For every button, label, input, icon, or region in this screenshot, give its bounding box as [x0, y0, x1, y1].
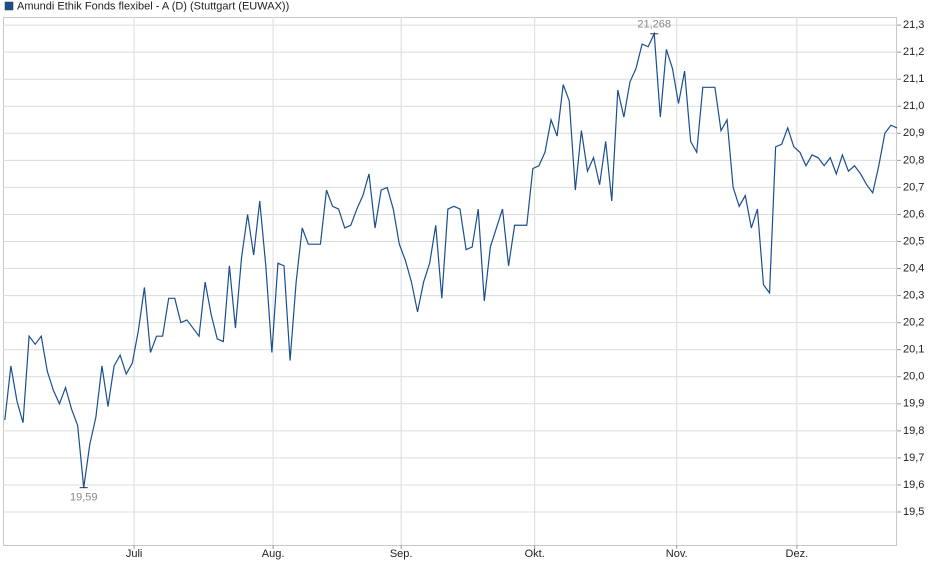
plot-frame	[3, 17, 897, 546]
data-label: 21,268	[637, 19, 671, 31]
y-tick-label: 21,0	[903, 100, 924, 112]
y-tick-label: 20,8	[903, 154, 924, 166]
y-tick-label: 20,6	[903, 208, 924, 220]
y-tick-label: 20,9	[903, 127, 924, 139]
y-tick-label: 21,1	[903, 73, 924, 85]
data-label: 19,59	[70, 492, 98, 504]
y-tick-label: 19,7	[903, 452, 924, 464]
legend-swatch	[4, 1, 14, 11]
x-tick-label: Okt.	[525, 548, 545, 560]
y-tick-label: 20,4	[903, 262, 924, 274]
y-tick-label: 20,2	[903, 317, 924, 329]
x-tick-label: Aug.	[262, 548, 285, 560]
y-tick-label: 19,8	[903, 425, 924, 437]
y-tick-label: 20,7	[903, 181, 924, 193]
y-tick-label: 19,6	[903, 479, 924, 491]
y-tick-label: 20,0	[903, 371, 924, 383]
x-tick-label: Nov.	[666, 548, 688, 560]
y-tick-label: 20,5	[903, 235, 924, 247]
legend-label: Amundi Ethik Fonds flexibel - A (D) (Stu…	[17, 0, 289, 12]
y-tick-label: 21,3	[903, 19, 924, 31]
y-tick-label: 19,5	[903, 506, 924, 518]
y-tick-label: 20,1	[903, 344, 924, 356]
y-tick-label: 21,2	[903, 46, 924, 58]
y-tick-label: 20,3	[903, 290, 924, 302]
x-tick-label: Dez.	[786, 548, 809, 560]
x-tick-label: Sep.	[390, 548, 413, 560]
y-tick-label: 19,9	[903, 398, 924, 410]
x-tick-label: Juli	[126, 548, 143, 560]
series-line	[4, 31, 898, 488]
